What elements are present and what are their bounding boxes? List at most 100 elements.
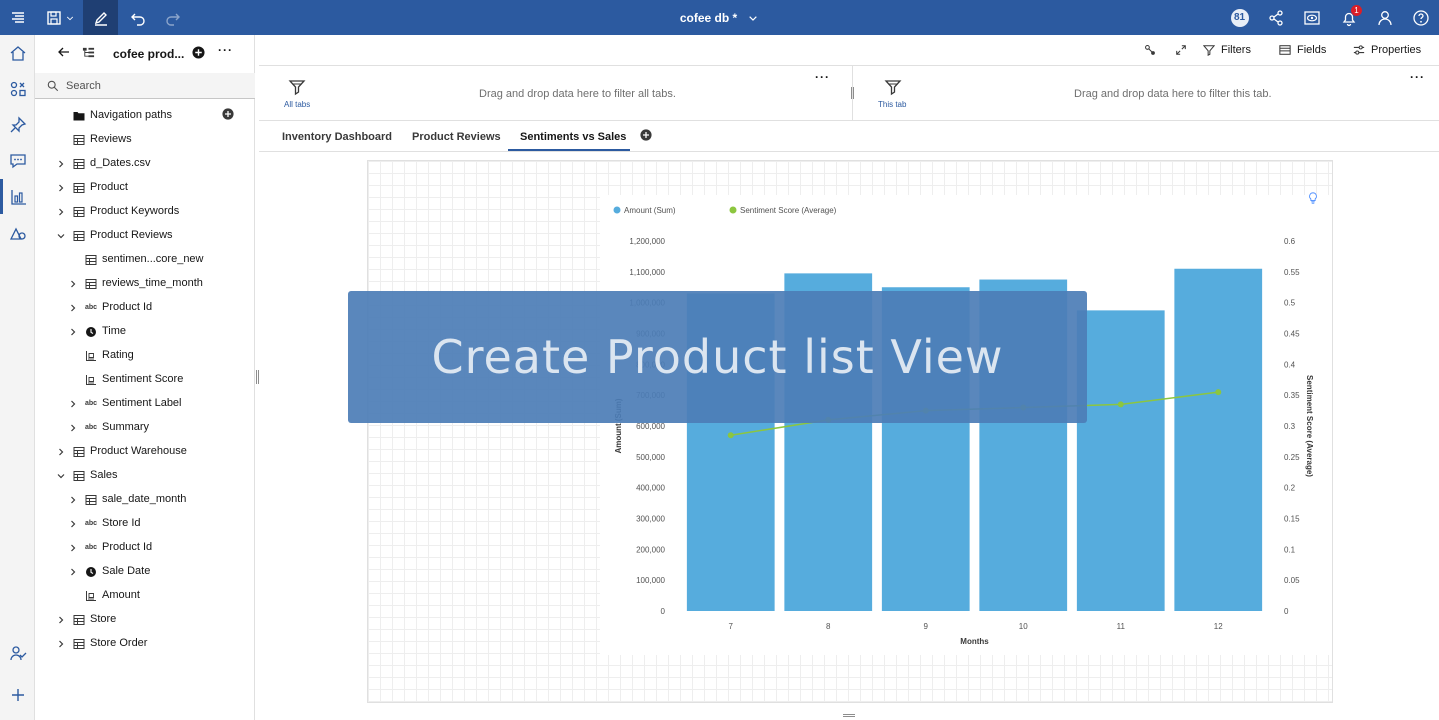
all-tabs-more-button[interactable]: ··· [815,70,830,84]
chevron-down-icon [66,16,74,20]
bell-icon[interactable] [1331,0,1366,35]
help-icon[interactable] [1403,0,1438,35]
tree-item[interactable]: Store Order [35,632,255,656]
tree-item[interactable]: Sale Date [35,560,255,584]
y2-tick-label: 0.25 [1284,453,1300,462]
tree-item[interactable]: Product Keywords [35,200,255,224]
preview-icon[interactable] [1294,0,1329,35]
home-icon[interactable] [0,35,35,70]
combo-chart-widget[interactable]: 0 100,000 200,000 300,000 400,000 500,000 600,… [600,195,1332,655]
chevron-right-icon[interactable] [56,447,66,457]
chevron-right-icon[interactable] [56,615,66,625]
this-tab-filter-zone[interactable]: This tab Drag and drop data here to filt… [857,66,1439,121]
tree-item[interactable]: Product Warehouse [35,440,255,464]
left-rail [0,35,35,720]
chevron-right-icon[interactable] [56,159,66,169]
share-icon[interactable] [1258,0,1293,35]
search-input[interactable] [66,79,236,92]
x-tick-label: 9 [924,622,929,631]
chevron-right-icon[interactable] [68,327,78,337]
tree-item[interactable]: Store [35,608,255,632]
tree-item-label: Product Warehouse [90,445,187,457]
all-tabs-label: All tabs [284,100,311,109]
edit-icon[interactable] [83,0,118,35]
chevron-down-icon[interactable] [747,12,759,24]
chevron-down-icon[interactable] [56,471,66,481]
chevron-right-icon[interactable] [68,399,78,409]
chevron-right-icon[interactable] [68,423,78,433]
chevron-right-icon[interactable] [68,519,78,529]
tree-item[interactable]: Product [35,176,255,200]
tab-sentiments-vs-sales[interactable]: Sentiments vs Sales [520,131,627,143]
filters-button[interactable]: Filters [1203,44,1251,56]
menu-icon[interactable] [0,0,35,35]
chevron-right-icon[interactable] [68,495,78,505]
chevron-right-icon[interactable] [68,279,78,289]
chevron-right-icon[interactable] [68,303,78,313]
chevron-down-icon[interactable] [56,231,66,241]
overflow-menu-button[interactable]: ··· [218,43,233,57]
dashboard-title[interactable]: cofee db * [679,10,738,25]
assistant-icon[interactable] [0,215,35,250]
tab-product-reviews[interactable]: Product Reviews [412,131,501,143]
all-tabs-filter-zone[interactable]: All tabs Drag and drop data here to filt… [259,66,852,121]
tree-item[interactable]: abc Product Id [35,536,255,560]
back-arrow-icon[interactable] [57,45,71,59]
panel-resize-handle[interactable] [256,370,259,384]
tree-item[interactable]: abc Summary [35,416,255,440]
table-icon [73,158,85,170]
chevron-right-icon[interactable] [56,183,66,193]
assistant-button[interactable]: 81 [1222,0,1257,35]
tab-inventory-dashboard[interactable]: Inventory Dashboard [282,131,393,143]
tree-item[interactable]: Time [35,320,255,344]
tree-item[interactable]: Navigation paths [35,104,255,128]
tree-item[interactable]: Rating [35,344,255,368]
tree-item[interactable]: Reviews [35,128,255,152]
chevron-right-icon[interactable] [56,207,66,217]
relationships-icon[interactable] [1144,44,1156,56]
tree-item[interactable]: sentimen...core_new [35,248,255,272]
redo-icon[interactable] [155,0,190,35]
tree-item[interactable]: sale_date_month [35,488,255,512]
tree-item[interactable]: abc Product Id [35,296,255,320]
filter-resize-handle[interactable] [851,87,854,99]
dashboard-tabs: Inventory Dashboard Product Reviews Sent… [259,121,1439,152]
chevron-right-icon[interactable] [68,567,78,577]
bottom-resize-handle[interactable] [843,714,855,717]
bar [1174,268,1263,611]
undo-icon[interactable] [120,0,155,35]
chevron-right-icon[interactable] [68,543,78,553]
tree-item[interactable]: d_Dates.csv [35,152,255,176]
fields-button[interactable]: Fields [1279,44,1326,56]
expand-icon[interactable] [1175,44,1187,56]
properties-button[interactable]: Properties [1353,44,1421,56]
tree-item[interactable]: Amount [35,584,255,608]
data-sources-icon[interactable] [0,71,35,106]
tree-item[interactable]: Sales [35,464,255,488]
y-tick-label: 300,000 [636,515,665,524]
bar [1076,310,1165,611]
pin-icon[interactable] [0,107,35,142]
this-tab-more-button[interactable]: ··· [1410,70,1425,84]
tree-item[interactable]: reviews_time_month [35,272,255,296]
line-point [1117,401,1124,408]
tree-item[interactable]: Sentiment Score [35,368,255,392]
save-icon[interactable] [41,0,79,35]
legend-swatch [729,206,737,214]
lightbulb-icon[interactable] [1307,192,1319,204]
tree-item[interactable]: abc Sentiment Label [35,392,255,416]
user-check-icon[interactable] [0,635,35,670]
chevron-right-icon[interactable] [56,639,66,649]
tree-item[interactable]: Product Reviews [35,224,255,248]
add-tab-icon[interactable] [640,129,652,141]
user-icon[interactable] [1367,0,1402,35]
comment-icon[interactable] [0,143,35,178]
add-circle-icon[interactable] [192,46,205,59]
plus-icon[interactable] [0,677,35,712]
abc-icon: abc [85,424,98,431]
visualizations-icon[interactable] [0,179,35,214]
add-navigation-path-icon[interactable] [222,108,234,120]
y2-axis-title: Sentiment Score (Average) [1305,375,1314,477]
tree-item[interactable]: abc Store Id [35,512,255,536]
all-tabs-hint: Drag and drop data here to filter all ta… [479,88,676,100]
